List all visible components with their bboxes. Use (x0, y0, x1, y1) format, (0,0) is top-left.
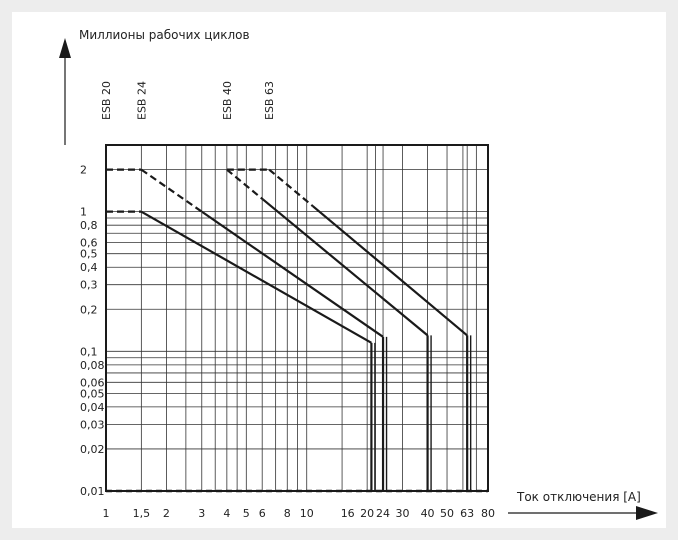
y-tick-label: 2 (80, 164, 87, 177)
y-tick-label: 0,1 (80, 345, 98, 358)
x-tick-label: 3 (198, 507, 205, 520)
x-tick-label: 2 (163, 507, 170, 520)
x-tick-label: 10 (300, 507, 314, 520)
series-label: ESB 20 (100, 81, 113, 120)
x-tick-label: 30 (395, 507, 409, 520)
y-tick-label: 0,02 (80, 443, 105, 456)
y-tick-label: 0,03 (80, 418, 105, 431)
series-label: ESB 24 (135, 81, 148, 120)
x-tick-label: 8 (284, 507, 291, 520)
x-tick-label: 1 (103, 507, 110, 520)
y-axis-label: Миллионы рабочих циклов (79, 28, 250, 42)
series-label: ESB 40 (221, 81, 234, 120)
x-tick-label: 63 (460, 507, 474, 520)
x-tick-label: 50 (440, 507, 454, 520)
x-axis-label: Ток отключения [A] (516, 490, 641, 504)
x-tick-label: 20 (360, 507, 374, 520)
y-tick-label: 0,05 (80, 387, 105, 400)
x-tick-label: 1,5 (133, 507, 151, 520)
x-tick-label: 4 (223, 507, 230, 520)
y-tick-label: 0,3 (80, 279, 98, 292)
y-tick-label: 0,4 (80, 261, 98, 274)
y-tick-label: 1 (80, 206, 87, 219)
y-tick-label: 0,2 (80, 303, 98, 316)
x-tick-label: 5 (243, 507, 250, 520)
y-tick-label: 0,08 (80, 359, 105, 372)
x-tick-label: 24 (376, 507, 390, 520)
x-tick-label: 40 (421, 507, 435, 520)
y-tick-label: 0,01 (80, 485, 105, 498)
x-tick-label: 16 (341, 507, 355, 520)
x-tick-label: 6 (259, 507, 266, 520)
x-tick-label: 80 (481, 507, 495, 520)
y-tick-label: 0,5 (80, 248, 98, 261)
y-tick-label: 0,8 (80, 219, 98, 232)
y-tick-label: 0,04 (80, 401, 105, 414)
series-label: ESB 63 (263, 81, 276, 120)
